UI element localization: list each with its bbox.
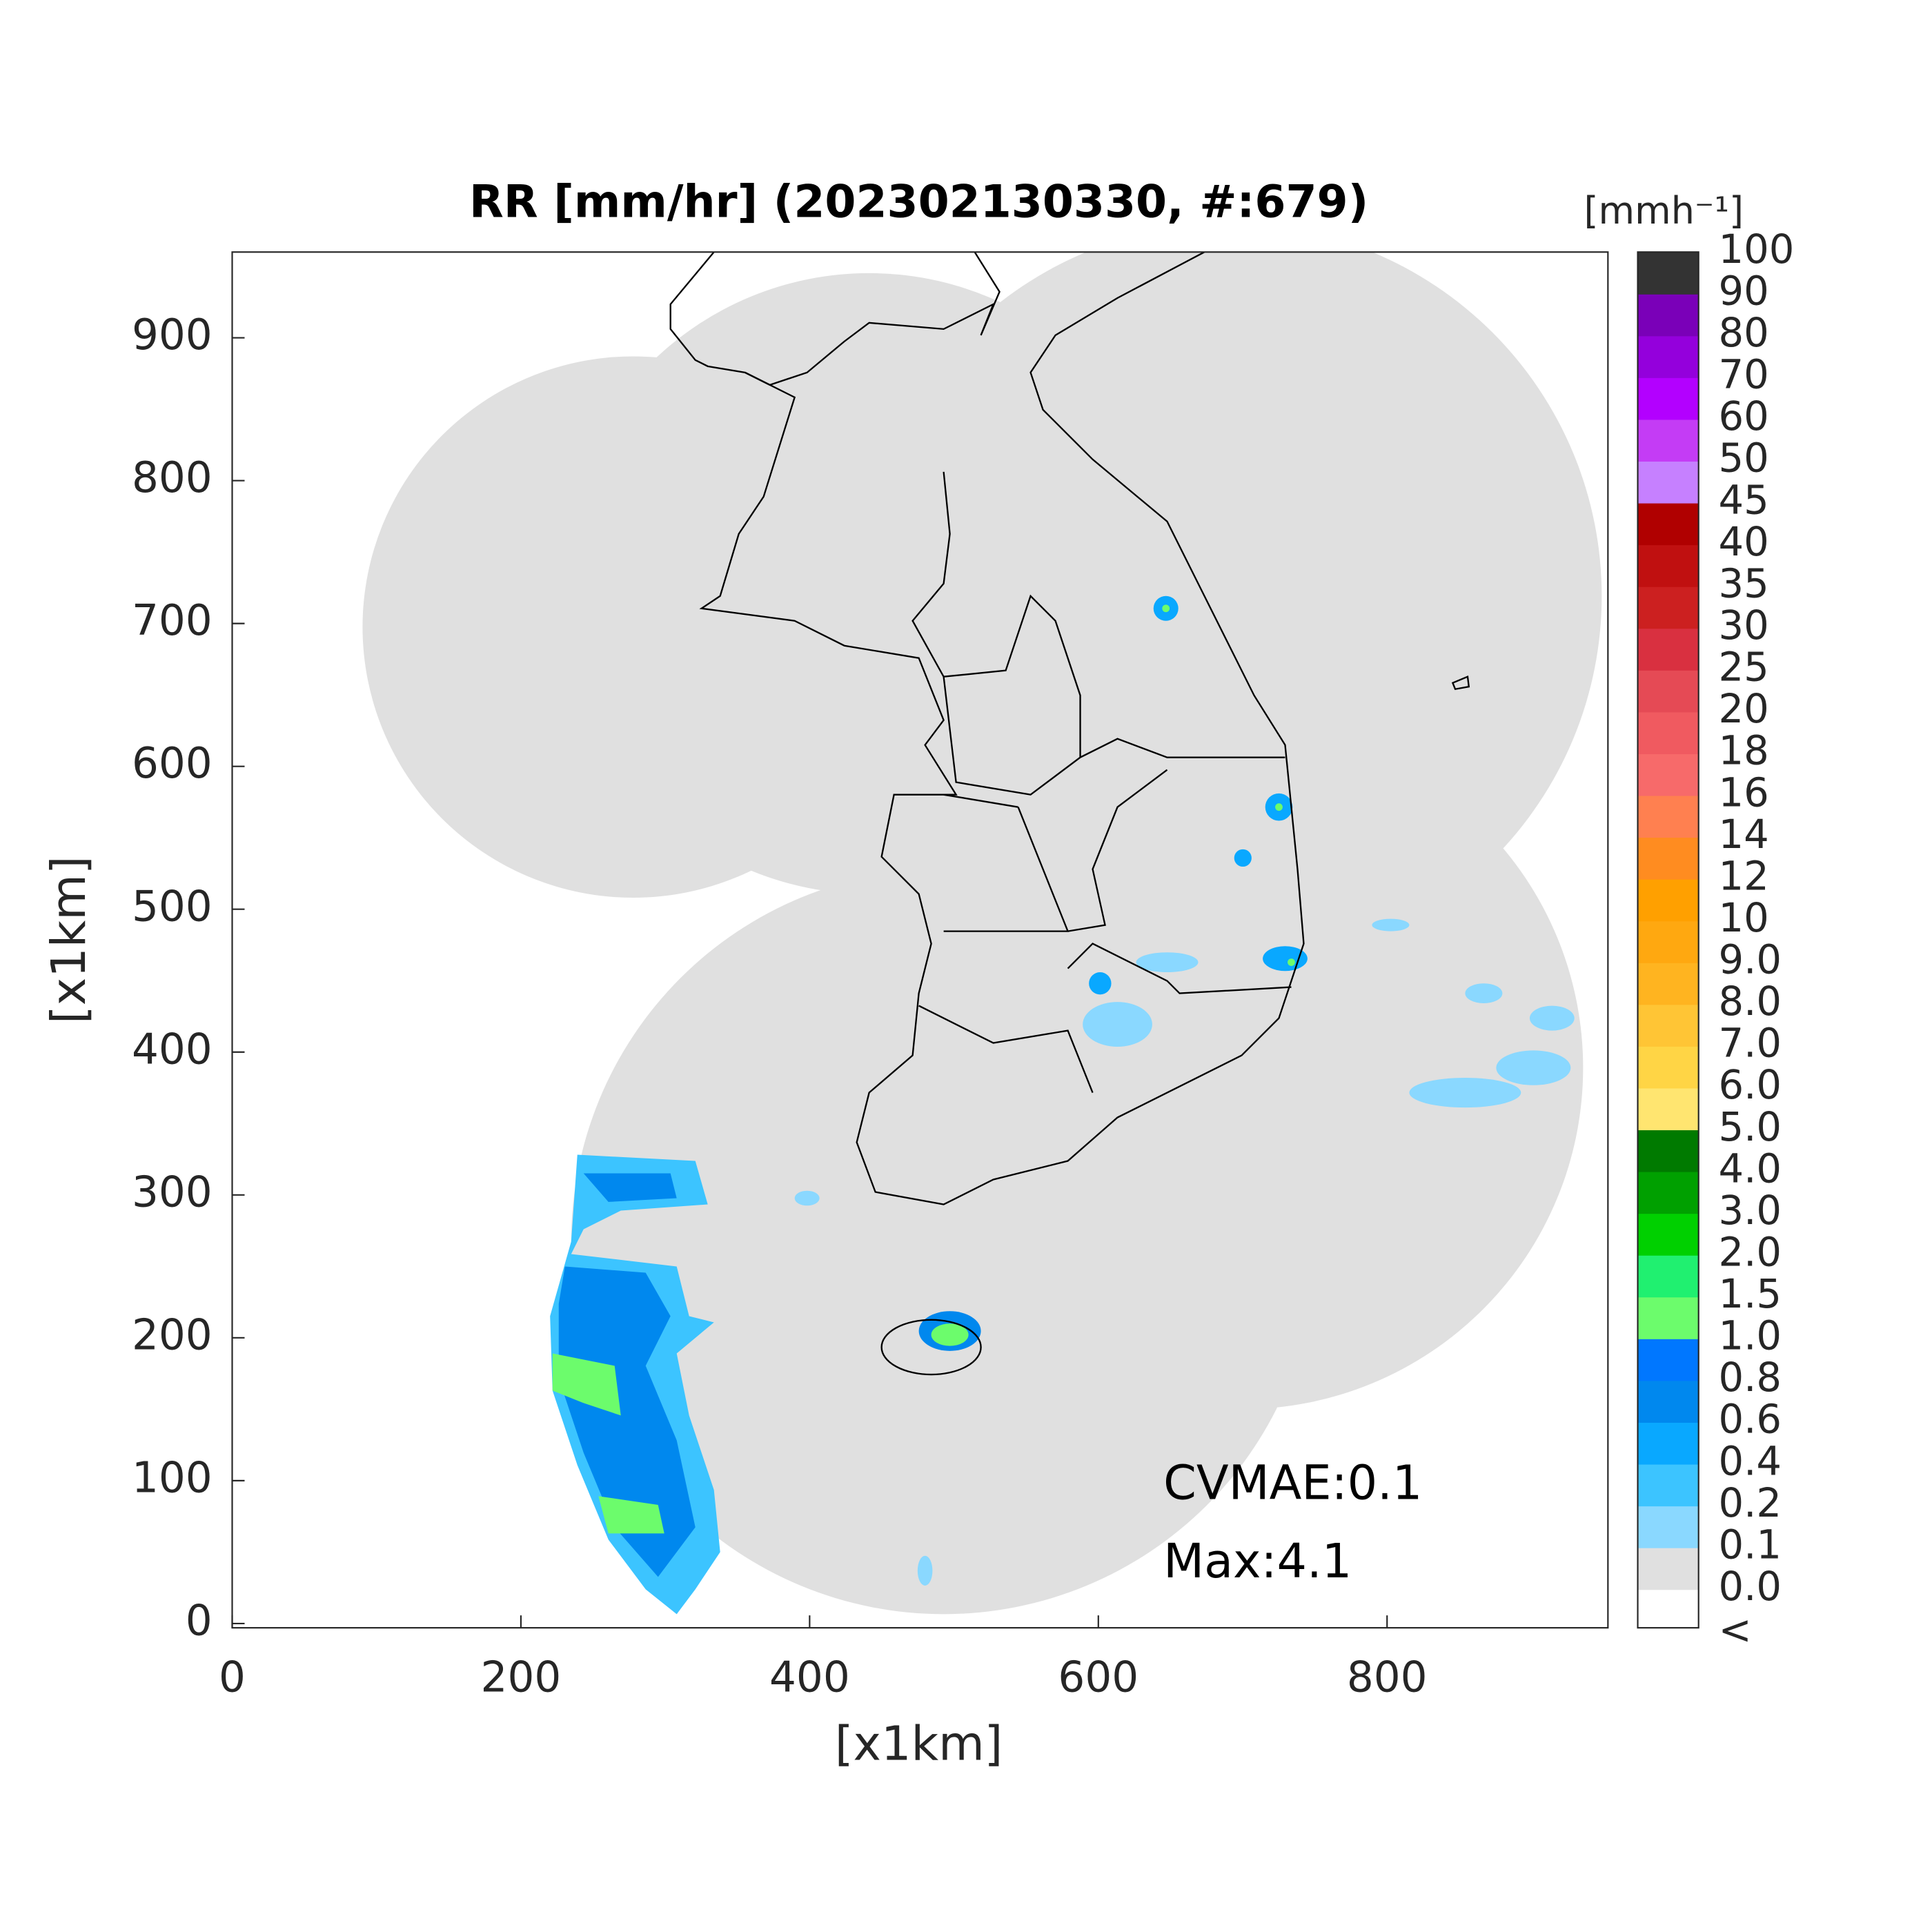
colorbar-label: 80	[1718, 310, 1768, 356]
y-tick-label: 600	[132, 739, 213, 788]
colorbar-segment	[1637, 461, 1699, 504]
colorbar-segment	[1637, 1506, 1699, 1548]
colorbar-label: 5.0	[1718, 1104, 1782, 1150]
colorbar-label: 20	[1718, 686, 1768, 732]
colorbar-label: 10	[1718, 895, 1768, 941]
colorbar-segment	[1637, 335, 1699, 378]
y-tick-label: 700	[132, 596, 213, 645]
colorbar-label: 50	[1718, 435, 1768, 482]
colorbar-label: 0.8	[1718, 1354, 1782, 1401]
colorbar-segment	[1637, 1087, 1699, 1131]
colorbar-label: 0.4	[1718, 1438, 1782, 1484]
colorbar-label: 100	[1718, 226, 1794, 273]
y-tick-label: 200	[132, 1310, 213, 1359]
colorbar-segment	[1637, 1547, 1699, 1590]
x-axis-label: [x1km]	[835, 1717, 1003, 1771]
y-tick-label: 500	[132, 882, 213, 931]
colorbar-label: 8.0	[1718, 978, 1782, 1025]
colorbar-label: 6.0	[1718, 1062, 1782, 1108]
y-tick-label: 300	[132, 1167, 213, 1216]
colorbar-label: 9.0	[1718, 937, 1782, 983]
colorbar-label: 12	[1718, 853, 1768, 899]
colorbar-label: 30	[1718, 602, 1768, 649]
colorbar-segment	[1637, 962, 1699, 1005]
colorbar-segment	[1637, 1380, 1699, 1423]
colorbar-under-label: <	[1718, 1607, 1751, 1653]
y-tick-label: 0	[186, 1597, 213, 1646]
colorbar-segment	[1637, 878, 1699, 922]
colorbar-segment	[1637, 1254, 1699, 1298]
colorbar-label: 35	[1718, 560, 1768, 607]
colorbar-segment	[1637, 252, 1699, 295]
colorbar-segment	[1637, 586, 1699, 629]
colorbar-label: 40	[1718, 519, 1768, 565]
colorbar-segment	[1637, 1046, 1699, 1089]
x-tick-label: 400	[769, 1653, 850, 1702]
colorbar-label: 90	[1718, 268, 1768, 314]
colorbar-segment	[1637, 1213, 1699, 1256]
colorbar-label: 0.1	[1718, 1521, 1782, 1568]
annotation: CVMAE:0.1	[1163, 1457, 1422, 1511]
x-tick-label: 0	[219, 1653, 246, 1702]
annotation: Max:4.1	[1163, 1535, 1352, 1589]
chart-title: RR [mm/hr] (202302130330, #:679)	[469, 176, 1368, 228]
colorbar-segment	[1637, 753, 1699, 796]
colorbar-segment	[1637, 669, 1699, 713]
colorbar-frame	[1637, 251, 1699, 1629]
colorbar-segment	[1637, 1338, 1699, 1381]
colorbar-label: 45	[1718, 477, 1768, 523]
colorbar-segment	[1637, 544, 1699, 587]
colorbar-label: 25	[1718, 644, 1768, 691]
y-tick-label: 900	[132, 310, 213, 359]
colorbar-label: 7.0	[1718, 1021, 1782, 1067]
colorbar-label: 16	[1718, 769, 1768, 816]
colorbar-segment	[1637, 920, 1699, 963]
colorbar-segment	[1637, 293, 1699, 337]
colorbar-segment	[1637, 837, 1699, 880]
colorbar-label: 4.0	[1718, 1145, 1782, 1192]
colorbar-segment	[1637, 711, 1699, 754]
colorbar-segment	[1637, 502, 1699, 546]
colorbar-segment	[1637, 795, 1699, 838]
x-tick-label: 600	[1058, 1653, 1138, 1702]
colorbar-unit: [mmh⁻¹]	[1584, 189, 1744, 233]
colorbar-label: 60	[1718, 393, 1768, 440]
colorbar-label: 3.0	[1718, 1187, 1782, 1234]
colorbar-label: 18	[1718, 728, 1768, 774]
x-tick-label: 800	[1347, 1653, 1428, 1702]
colorbar-segment	[1637, 377, 1699, 420]
colorbar-label: 2.0	[1718, 1229, 1782, 1275]
colorbar-label: 0.0	[1718, 1564, 1782, 1610]
plot-frame	[231, 251, 1609, 1629]
coastline	[669, 252, 1470, 1376]
colorbar-segment	[1637, 628, 1699, 671]
y-tick-label: 100	[132, 1453, 213, 1502]
radar-coverage	[362, 252, 1602, 1615]
colorbar-label: 70	[1718, 352, 1768, 398]
colorbar-under	[1637, 1589, 1699, 1628]
colorbar-label: 1.0	[1718, 1313, 1782, 1359]
map-layer	[362, 252, 1602, 1615]
y-tick-label: 800	[132, 453, 213, 502]
colorbar-segment	[1637, 1130, 1699, 1172]
colorbar-segment	[1637, 1171, 1699, 1214]
colorbar-label: 0.6	[1718, 1397, 1782, 1443]
x-tick-label: 200	[481, 1653, 562, 1702]
y-tick-label: 400	[132, 1025, 213, 1074]
colorbar-segment	[1637, 419, 1699, 462]
colorbar-segment	[1637, 1463, 1699, 1507]
colorbar-label: 0.2	[1718, 1480, 1782, 1526]
colorbar-segment	[1637, 1004, 1699, 1047]
colorbar-segment	[1637, 1422, 1699, 1465]
colorbar-label: 14	[1718, 811, 1768, 858]
colorbar-segment	[1637, 1297, 1699, 1339]
y-axis-label: [x1km]	[42, 856, 97, 1024]
colorbar-label: 1.5	[1718, 1271, 1782, 1317]
